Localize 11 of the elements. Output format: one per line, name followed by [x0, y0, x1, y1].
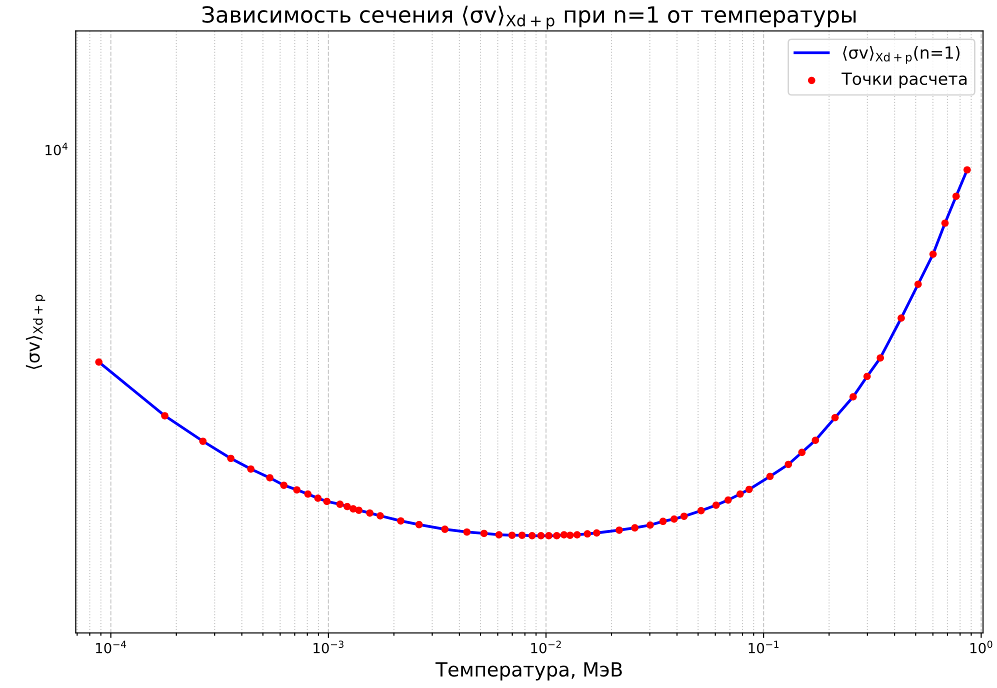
- x-axis-title: Температура, МэВ: [436, 662, 622, 680]
- chart-title: Зависимость сечения ⟨σv⟩$_{Xd+p}$ при n=1 от температуры: [202, 6, 856, 30]
- x-tick-label: 10$^{−4}$: [96, 640, 126, 654]
- x-tick-label: 10$^{−1}$: [748, 640, 779, 654]
- legend-label: Точки расчета: [842, 72, 967, 88]
- y-axis-title: ⟨σv⟩$_{Xd+p}$: [26, 294, 46, 369]
- x-tick-label: 10$^{−3}$: [314, 640, 344, 654]
- legend-label: ⟨σv⟩$_{Xd+p}$(n=1): [843, 46, 960, 64]
- x-tick-label: 10$^{−2}$: [531, 640, 561, 654]
- x-tick-label: 10$^{0}$: [970, 640, 992, 654]
- text: 10$^{4}$: [46, 142, 68, 156]
